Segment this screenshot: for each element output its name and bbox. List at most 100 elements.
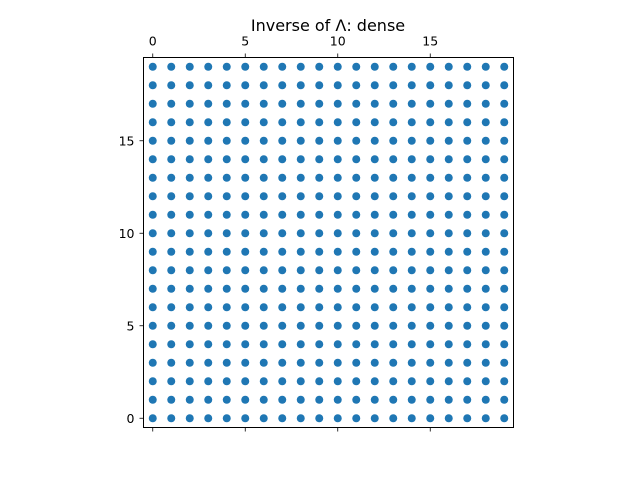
data-point — [315, 118, 324, 127]
markers — [148, 62, 509, 423]
data-point — [407, 321, 416, 330]
data-point — [370, 192, 379, 201]
data-point — [315, 340, 324, 349]
data-point — [315, 210, 324, 219]
data-point — [370, 229, 379, 238]
data-point — [148, 303, 157, 312]
data-point — [500, 284, 509, 293]
data-point — [148, 247, 157, 256]
data-point — [333, 266, 342, 275]
data-point — [481, 155, 490, 164]
data-point — [426, 210, 435, 219]
data-point — [296, 210, 305, 219]
data-point — [352, 266, 361, 275]
data-point — [463, 247, 472, 256]
data-point — [352, 99, 361, 108]
data-point — [444, 284, 453, 293]
data-point — [370, 395, 379, 404]
data-point — [481, 340, 490, 349]
data-point — [500, 136, 509, 145]
data-point — [407, 136, 416, 145]
data-point — [463, 136, 472, 145]
data-point — [241, 173, 250, 182]
data-point — [204, 229, 213, 238]
x-tick-label: 0 — [149, 34, 157, 49]
data-point — [185, 303, 194, 312]
data-point — [167, 340, 176, 349]
data-point — [500, 340, 509, 349]
data-point — [259, 136, 268, 145]
data-point — [389, 62, 398, 71]
data-point — [296, 284, 305, 293]
data-point — [241, 395, 250, 404]
data-point — [426, 247, 435, 256]
data-point — [444, 229, 453, 238]
data-point — [333, 229, 342, 238]
data-point — [333, 136, 342, 145]
data-point — [222, 395, 231, 404]
data-point — [315, 229, 324, 238]
data-point — [148, 210, 157, 219]
data-point — [389, 229, 398, 238]
data-point — [463, 155, 472, 164]
data-point — [370, 303, 379, 312]
data-point — [444, 266, 453, 275]
data-point — [185, 192, 194, 201]
data-point — [481, 321, 490, 330]
data-point — [241, 155, 250, 164]
data-point — [333, 358, 342, 367]
data-point — [463, 266, 472, 275]
data-point — [185, 62, 194, 71]
data-point — [167, 395, 176, 404]
data-point — [148, 155, 157, 164]
data-point — [204, 99, 213, 108]
data-point — [241, 358, 250, 367]
data-point — [352, 118, 361, 127]
data-point — [463, 173, 472, 182]
data-point — [278, 192, 287, 201]
data-point — [426, 414, 435, 423]
data-point — [315, 192, 324, 201]
data-point — [426, 266, 435, 275]
data-point — [296, 358, 305, 367]
data-point — [500, 266, 509, 275]
data-point — [185, 99, 194, 108]
data-point — [370, 321, 379, 330]
data-point — [444, 247, 453, 256]
data-point — [500, 414, 509, 423]
data-point — [185, 136, 194, 145]
data-point — [241, 340, 250, 349]
data-point — [481, 173, 490, 182]
y-tick-label: 15 — [119, 133, 135, 148]
data-point — [222, 173, 231, 182]
data-point — [352, 62, 361, 71]
data-point — [185, 118, 194, 127]
data-point — [241, 247, 250, 256]
data-point — [259, 62, 268, 71]
data-point — [481, 210, 490, 219]
data-point — [185, 173, 194, 182]
data-point — [204, 155, 213, 164]
data-point — [296, 136, 305, 145]
data-point — [241, 81, 250, 90]
data-point — [389, 136, 398, 145]
data-point — [278, 395, 287, 404]
data-point — [167, 321, 176, 330]
data-point — [352, 395, 361, 404]
data-point — [296, 173, 305, 182]
data-point — [389, 247, 398, 256]
data-point — [167, 136, 176, 145]
data-point — [333, 395, 342, 404]
data-point — [407, 99, 416, 108]
data-point — [148, 118, 157, 127]
data-point — [222, 303, 231, 312]
data-point — [426, 136, 435, 145]
data-point — [389, 395, 398, 404]
data-point — [278, 173, 287, 182]
data-point — [500, 247, 509, 256]
data-point — [278, 266, 287, 275]
data-point — [426, 155, 435, 164]
data-point — [370, 414, 379, 423]
data-point — [500, 155, 509, 164]
